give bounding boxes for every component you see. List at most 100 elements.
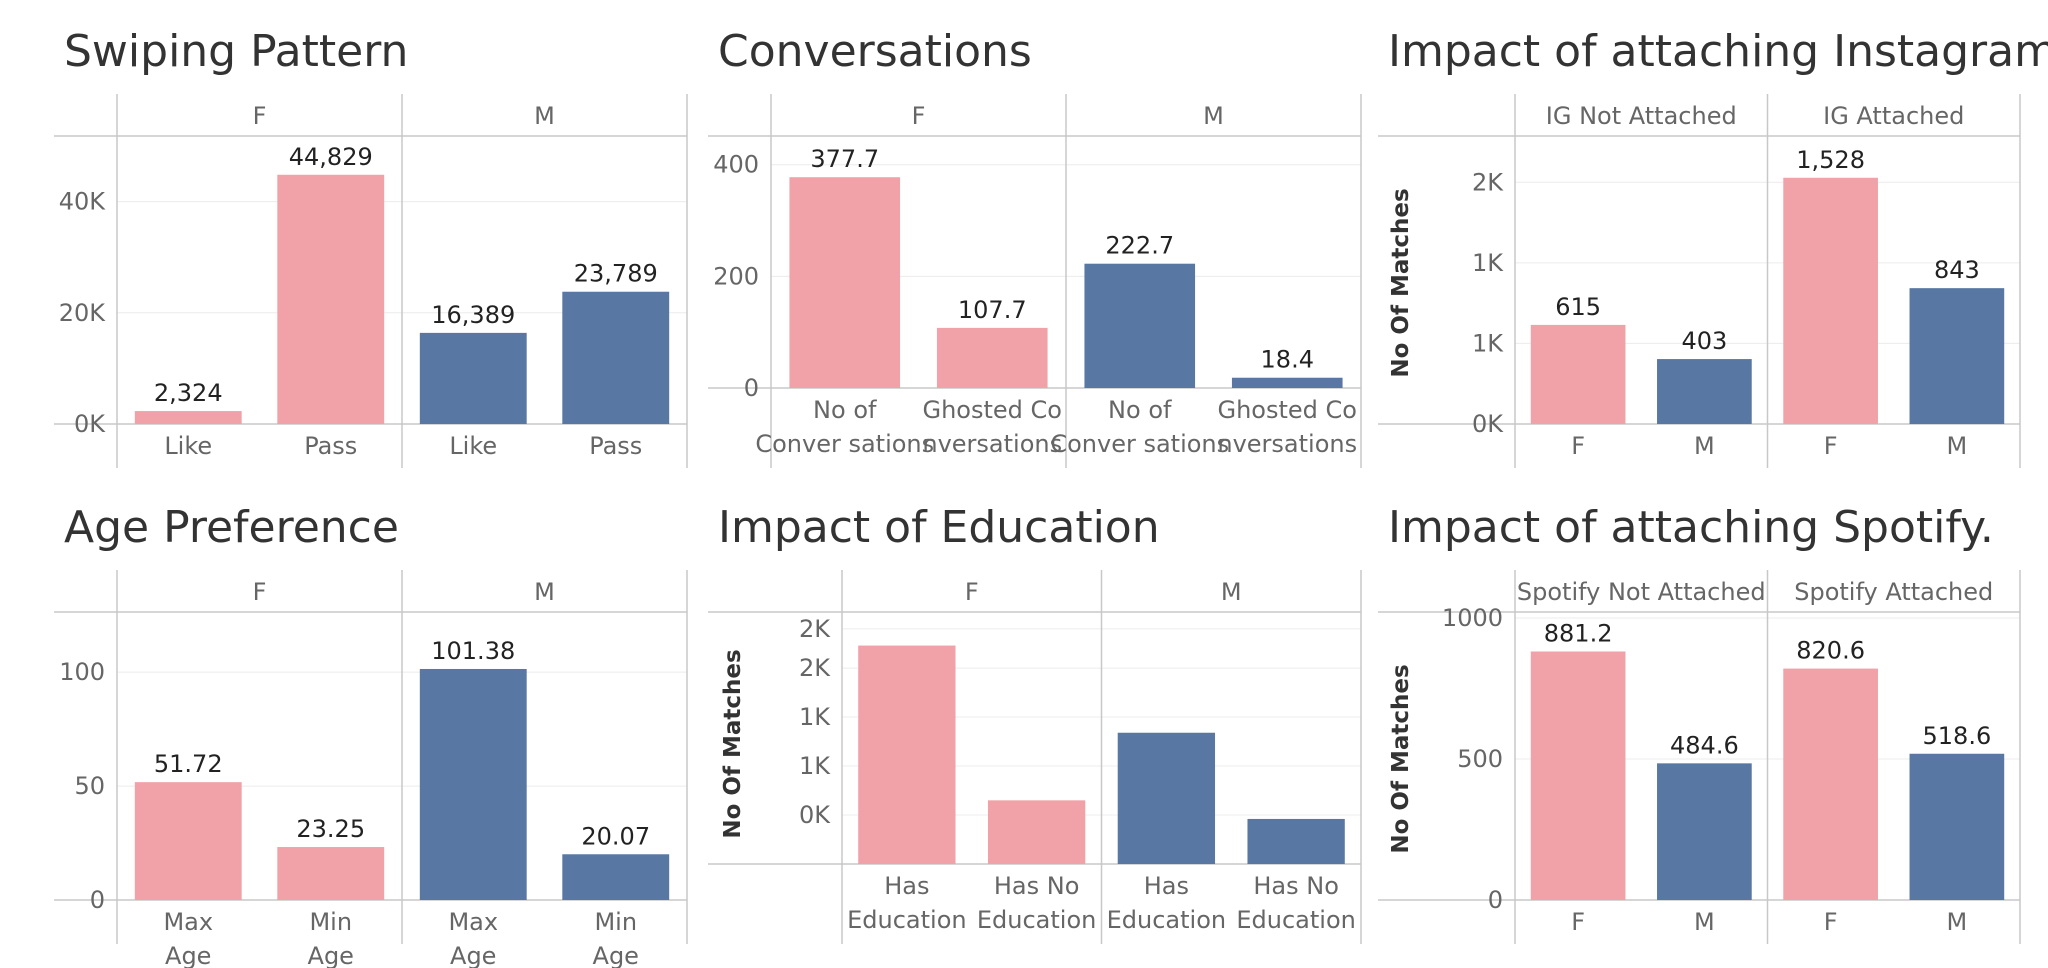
bar — [134, 411, 242, 424]
x-tick-label: nversations — [1217, 430, 1357, 458]
panel-age-preference: Age Preference F M 0 50 100 51.72 Max Age 23.25 M… — [0, 0, 690, 968]
x-tick-label: Education — [977, 906, 1096, 934]
x-tick-label: F — [1571, 908, 1585, 936]
x-tick-label: Has No — [1253, 872, 1339, 900]
facet-header: M — [1221, 578, 1242, 606]
bar — [1657, 763, 1752, 900]
data-label: 20.07 — [581, 822, 650, 850]
x-tick-label: F — [1571, 432, 1585, 460]
x-tick-label: Has — [884, 872, 929, 900]
instagram-impact-chart: IG Not Attached IG Attached 0K 1K 1K 2K No Of … — [1378, 94, 2021, 468]
data-label: 843 — [1934, 256, 1980, 284]
y-tick-label: 2K — [799, 615, 831, 643]
age-preference-chart: F M 0 50 100 51.72 Max Age 23.25 Min Age 101.38 Max A… — [54, 570, 688, 968]
panel-education: Impact of Education F M 0K 1K 1K 2K 2K No Of Ma… — [0, 0, 1362, 944]
bar — [1783, 177, 1878, 424]
bar — [277, 847, 385, 900]
x-tick-label: M — [1947, 432, 1968, 460]
bar — [562, 291, 670, 424]
y-axis-title: No Of Matches — [1388, 664, 1414, 853]
x-tick-label: Education — [1107, 906, 1226, 934]
data-label: 820.6 — [1796, 637, 1865, 665]
facet-header: Spotify Attached — [1794, 578, 1993, 606]
data-label: 222.7 — [1105, 232, 1174, 260]
data-label: 107.7 — [958, 296, 1027, 324]
y-tick-label: 0K — [74, 410, 106, 438]
x-tick-label: Min — [594, 908, 637, 936]
x-tick-label: M — [1694, 432, 1715, 460]
data-label: 23.25 — [296, 815, 365, 843]
y-axis-title: No Of Matches — [1388, 188, 1414, 377]
x-tick-label: Has — [1144, 872, 1189, 900]
y-tick-label: 100 — [59, 658, 105, 686]
x-tick-label: Age — [165, 942, 211, 968]
x-tick-label: Pass — [589, 432, 642, 460]
bar — [562, 854, 670, 900]
bar — [789, 177, 901, 388]
x-tick-label: Age — [308, 942, 354, 968]
y-tick-label: 2K — [1472, 168, 1504, 196]
x-tick-label: Age — [593, 942, 639, 968]
chart-title: Conversations — [718, 26, 1032, 77]
data-label: 403 — [1681, 327, 1727, 355]
y-tick-label: 50 — [74, 772, 105, 800]
bar — [1530, 324, 1626, 424]
y-tick-label: 0 — [744, 374, 759, 402]
data-label: 44,829 — [289, 143, 373, 171]
bar — [987, 800, 1086, 864]
y-tick-label: 2K — [799, 654, 831, 682]
x-tick-label: nversations — [922, 430, 1062, 458]
facet-header: Spotify Not Attached — [1517, 578, 1766, 606]
education-impact-chart: F M 0K 1K 1K 2K 2K No Of Matches Has Education Has… — [708, 570, 1362, 944]
x-tick-label: Pass — [304, 432, 357, 460]
y-tick-label: 1K — [799, 752, 831, 780]
x-tick-label: Education — [847, 906, 966, 934]
facet-header: F — [253, 102, 267, 130]
bar — [277, 174, 385, 424]
y-tick-label: 20K — [59, 299, 107, 327]
x-tick-label: Conver sations — [755, 430, 934, 458]
y-tick-label: 400 — [713, 151, 759, 179]
bar — [936, 327, 1048, 388]
x-tick-label: Education — [1236, 906, 1355, 934]
bar — [1909, 753, 2005, 900]
chart-title: Impact of attaching Spotify. — [1388, 502, 1994, 553]
x-tick-label: F — [1824, 432, 1838, 460]
bar — [1530, 651, 1626, 900]
x-tick-label: Like — [449, 432, 497, 460]
x-tick-label: No of — [813, 396, 877, 424]
y-tick-label: 1000 — [1442, 604, 1503, 632]
chart-title: Age Preference — [64, 502, 399, 553]
data-label: 23,789 — [574, 260, 658, 288]
panel-instagram: Impact of attaching Instagram. IG Not At… — [0, 0, 2048, 484]
facet-header: IG Attached — [1823, 102, 1964, 130]
panel-conversations: Conversations F M 0 200 400 377.7 No of Conver … — [0, 0, 1362, 484]
chart-title: Impact of attaching Instagram. — [1388, 26, 2048, 77]
y-tick-label: 200 — [713, 262, 759, 290]
facet-header: M — [534, 578, 555, 606]
x-tick-label: Like — [164, 432, 212, 460]
y-axis-title: No Of Matches — [720, 649, 746, 838]
x-tick-label: Ghosted Co — [923, 396, 1062, 424]
data-label: 18.4 — [1261, 346, 1314, 374]
data-label: 484.6 — [1670, 731, 1739, 759]
x-tick-label: Max — [163, 908, 213, 936]
data-label: 881.2 — [1544, 620, 1613, 648]
bar — [134, 782, 242, 900]
chart-title: Impact of Education — [718, 502, 1160, 553]
data-label: 615 — [1555, 293, 1601, 321]
facet-header: F — [965, 578, 979, 606]
bar — [1909, 288, 2005, 424]
y-tick-label: 0 — [90, 886, 105, 914]
y-tick-label: 500 — [1457, 745, 1503, 773]
data-label: 518.6 — [1923, 722, 1992, 750]
facet-header: F — [912, 102, 926, 130]
bar — [1657, 359, 1752, 424]
bar — [1117, 732, 1216, 864]
bar — [1783, 668, 1878, 900]
x-tick-label: F — [1824, 908, 1838, 936]
data-label: 377.7 — [810, 145, 879, 173]
x-tick-label: Conver sations — [1050, 430, 1229, 458]
facet-header: M — [534, 102, 555, 130]
bar — [419, 668, 527, 900]
